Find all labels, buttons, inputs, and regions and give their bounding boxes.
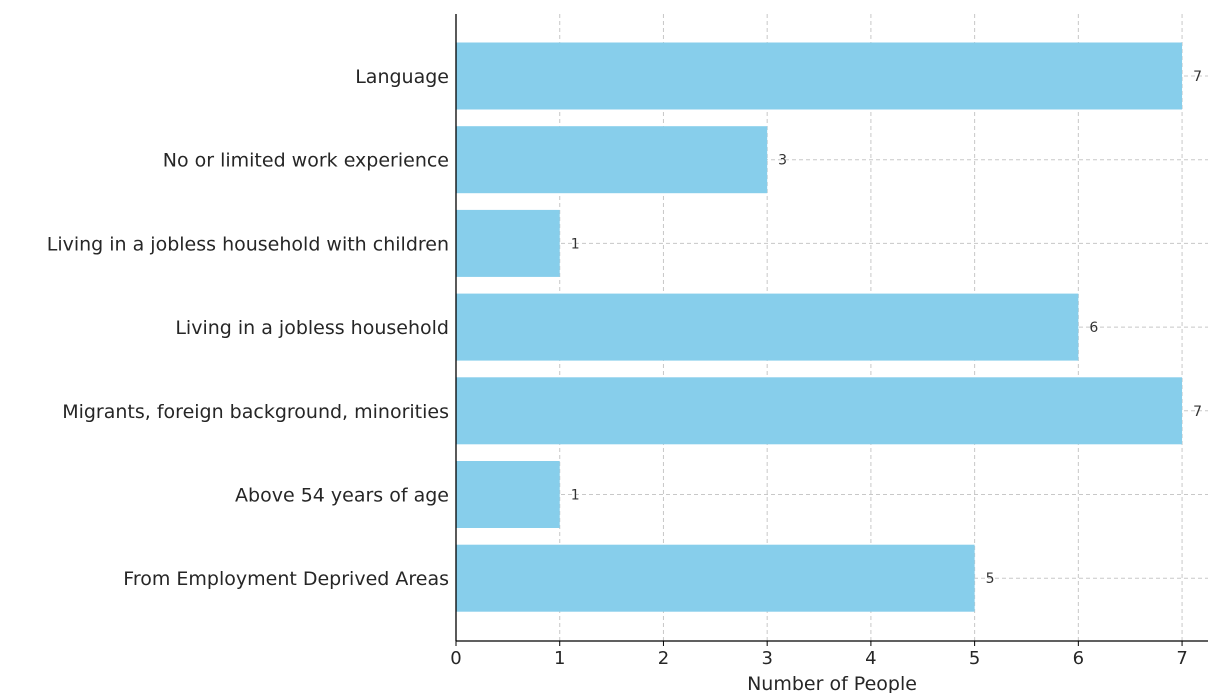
category-label: Language [355,66,449,88]
category-label: From Employment Deprived Areas [123,568,449,590]
x-tick-label: 1 [554,648,565,669]
x-tick-label: 0 [450,648,461,669]
category-label: Living in a jobless household with child… [47,233,449,255]
bar [456,126,768,194]
bars [456,42,1183,612]
bar [456,293,1079,361]
x-tick-labels: 0 1 2 3 4 5 6 7 [450,641,1188,669]
bar-value-label: 1 [571,488,580,504]
bar [456,42,1183,110]
x-tick-label: 2 [658,648,669,669]
bar-value-label: 3 [778,153,787,169]
category-label: Migrants, foreign background, minorities [62,401,449,423]
value-labels: 7 3 1 6 7 1 5 [571,69,1202,587]
category-label: Above 54 years of age [235,485,449,507]
category-labels: Language No or limited work experience Liv… [47,66,449,590]
bar [456,209,560,277]
bar-value-label: 6 [1089,320,1098,336]
bar-value-label: 7 [1193,69,1202,85]
x-tick-label: 4 [865,648,876,669]
x-axis-title: Number of People [747,673,917,693]
bar [456,461,560,528]
bar-value-label: 5 [986,571,995,587]
axes [455,14,1208,642]
bar [456,377,1183,445]
category-label: Living in a jobless household [175,317,449,339]
x-tick-label: 7 [1176,648,1187,669]
x-tick-label: 5 [969,648,980,669]
x-tick-label: 3 [761,648,772,669]
bar-value-label: 7 [1193,404,1202,420]
bar-value-label: 1 [571,236,580,252]
x-tick-label: 6 [1073,648,1084,669]
category-label: No or limited work experience [163,150,449,172]
bar [456,544,975,612]
